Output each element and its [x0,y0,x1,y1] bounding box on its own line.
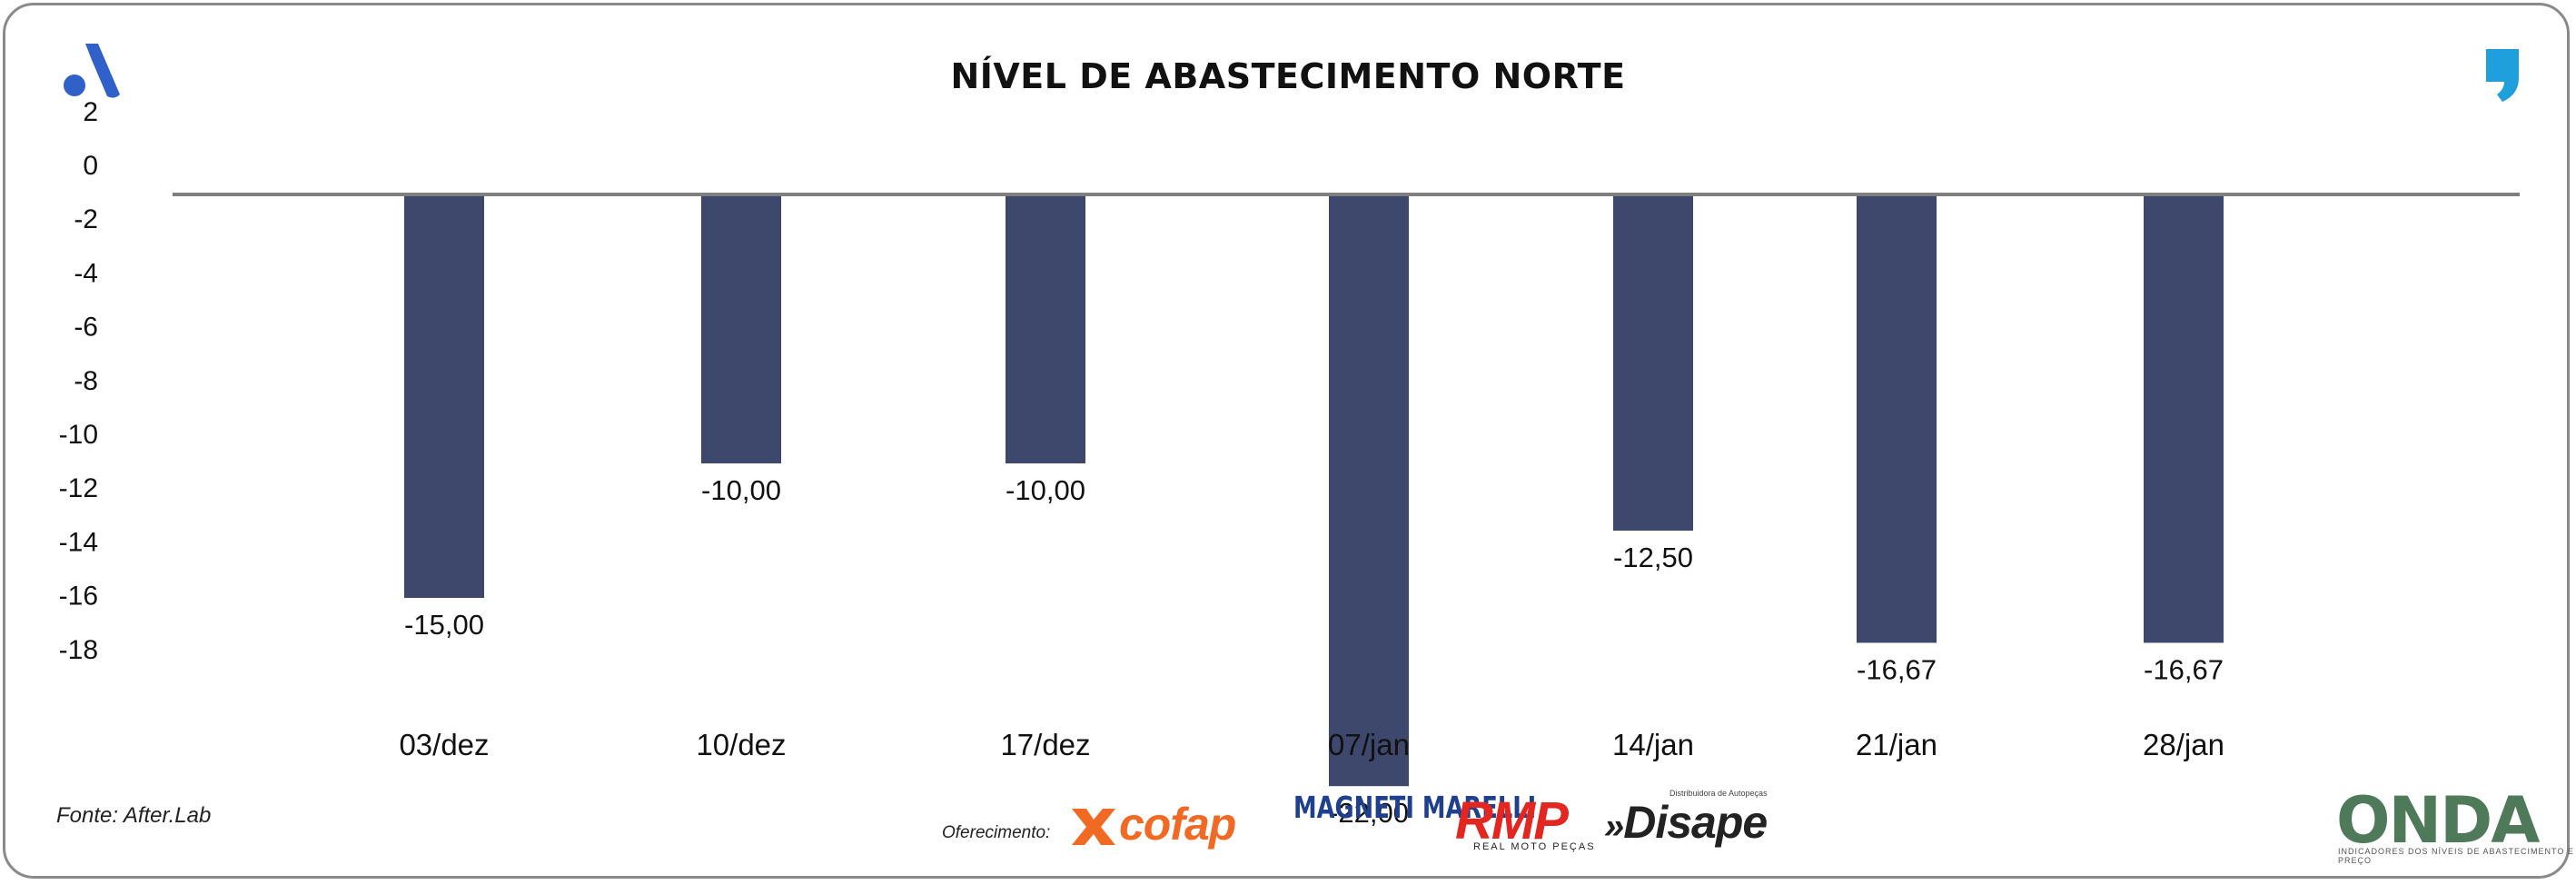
bar [1329,196,1409,787]
data-label: -16,67 [1857,653,1937,685]
x-tick-label: 07/jan [1328,728,1410,761]
bar [1857,196,1937,643]
y-tick-label: 0 [83,151,98,181]
y-tick-label: -18 [59,635,98,665]
onda-logo: ONDA [2336,783,2540,858]
x-tick-label: 28/jan [2143,728,2224,761]
bar [2144,196,2224,643]
source-note: Fonte: After.Lab [56,803,212,828]
y-tick-label: -10 [59,420,98,450]
data-label: -10,00 [1006,474,1085,506]
bar [404,196,484,598]
sponsor-disape: »Disape [1604,797,1768,848]
x-tick-label: 10/dez [696,728,786,761]
data-label: -10,00 [701,474,781,506]
stylized-a-logo-icon [64,44,120,98]
sponsor-label: Oferecimento: [942,823,1051,842]
x-tick-label: 03/dez [399,728,489,761]
y-tick-label: 2 [83,97,98,127]
bar [1613,196,1693,531]
sponsor-cofap: cofap [1119,799,1236,850]
y-tick-label: -6 [74,313,98,343]
data-label: -15,00 [404,609,484,641]
x-tick-label: 21/jan [1856,728,1937,761]
sponsor-rmp-tagline: REAL MOTO PEÇAS [1473,841,1596,852]
bar [701,196,781,463]
cofap-logo-icon [1072,809,1115,845]
y-tick-label: -2 [74,204,98,234]
onda-tagline: INDICADORES DOS NÍVEIS DE ABASTECIMENTO … [2338,847,2574,865]
data-label: -12,50 [1613,542,1693,573]
sponsor-disape-text: Disape [1623,797,1768,848]
chart-title: NÍVEL DE ABASTECIMENTO NORTE [950,56,1626,96]
data-label: -16,67 [2144,653,2224,685]
sponsor-disape-tagline: Distribuidora de Autopeças [1669,789,1768,798]
y-tick-label: -12 [59,473,98,503]
y-tick-label: -8 [74,366,98,396]
y-tick-label: -16 [59,582,98,612]
comma-logo-icon [2486,49,2519,102]
y-tick-label: -14 [59,527,98,557]
x-tick-label: 17/dez [1000,728,1090,761]
sponsor-magneti-marelli: MAGNETI MARELLI [1293,792,1536,822]
x-tick-label: 14/jan [1612,728,1694,761]
bar [1006,196,1085,463]
data-label: -22,00 [1329,797,1409,829]
y-tick-label: -4 [74,258,98,288]
sponsor-rmp: RMP [1455,791,1569,850]
